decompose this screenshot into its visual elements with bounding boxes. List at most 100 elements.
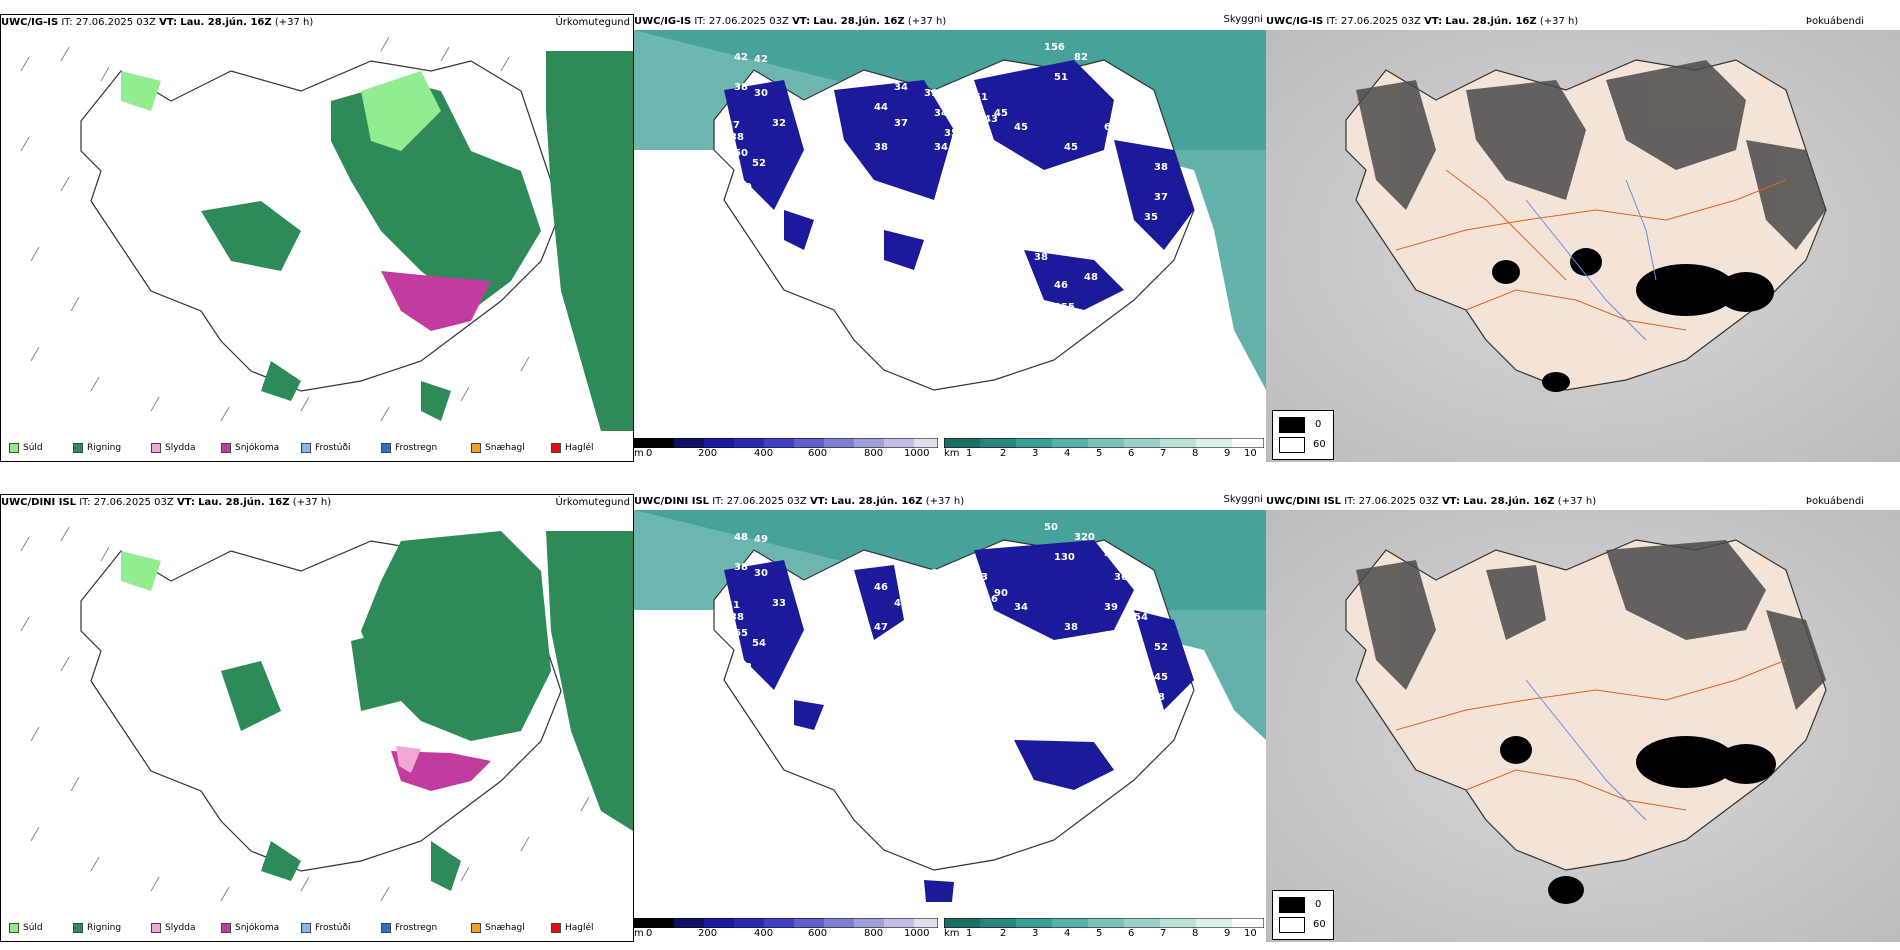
- cloud-base-label: 49: [894, 598, 908, 609]
- cloud-base-label: 30: [754, 568, 768, 579]
- legend-item: Frostregn: [381, 443, 437, 453]
- cloud-base-label: 130: [1054, 552, 1075, 563]
- visibility-colorbar: km 1 2 3 4 5 6 7 8 9 10: [944, 438, 1264, 460]
- precip-map: [20, 36, 633, 431]
- cloud-base-label: 43: [974, 572, 988, 583]
- cloud-base-label: 49: [738, 182, 752, 193]
- rain-west: [201, 201, 301, 271]
- cloud-base-label: 59: [1014, 222, 1028, 233]
- cloud-base-label: 44: [874, 102, 888, 113]
- cloud-base-label: 33: [772, 598, 786, 609]
- panel-title: Þokuábendi: [1805, 16, 1864, 27]
- legend-item: Snjókoma: [221, 443, 279, 453]
- cloud-base-label: 38: [730, 612, 744, 623]
- model-name: UWC/IG-IS: [1, 17, 59, 28]
- cloud-base-label: 188: [1144, 692, 1165, 703]
- iso-numbers-row1: 42 42383047383250524937204944373834393435…: [726, 42, 1168, 405]
- cloud-base-label: 255: [1054, 302, 1075, 313]
- cloud-base-label: 54: [934, 622, 948, 633]
- cloud-base-label: 156: [1044, 42, 1065, 53]
- precip-legend: Súld Rigning Slydda Snjókoma Frostúði Fr…: [1, 919, 633, 939]
- snow-area: [381, 271, 491, 331]
- panel-header: UWC/IG-IS IT: 27.06.2025 03Z VT: Lau. 28…: [1, 15, 633, 31]
- cloud-base-label: 42: [754, 54, 768, 65]
- cloud-base-label: 65: [734, 628, 748, 639]
- cloud-base-label: 54: [1134, 132, 1148, 143]
- cloud-base-label: 38: [1154, 162, 1168, 173]
- cloud-base-label: 45: [1064, 142, 1078, 153]
- cloud-base-label: 37: [1054, 222, 1068, 233]
- cloud-base-label: 47: [874, 622, 888, 633]
- cloud-base-label: 37: [764, 222, 778, 233]
- cloud-base-label: 55: [764, 702, 778, 713]
- cloud-base-label: 65: [1104, 122, 1118, 133]
- cloud-base-label: 52: [738, 662, 752, 673]
- cloud-base-label: 30: [754, 88, 768, 99]
- lead-time: (+37 h): [274, 17, 314, 28]
- cloud-base-label: 46: [874, 582, 888, 593]
- cloud-base-label: 45: [1154, 672, 1168, 683]
- cloud-base-label: 49: [864, 242, 878, 253]
- legend-item: Rigning: [73, 443, 121, 453]
- panel-header: UWC/DINI ISL IT: 27.06.2025 03Z VT: Lau.…: [1, 497, 630, 508]
- cloud-base-label: 90: [994, 588, 1008, 599]
- cloud-base-label: 50: [734, 148, 748, 159]
- cloud-base-label: 70: [944, 608, 958, 619]
- cloud-base-label: 34: [934, 142, 948, 153]
- cloud-base-label: 37: [1154, 192, 1168, 203]
- legend-item: Frostúði: [301, 443, 350, 453]
- panel-title: Skyggni: [1223, 14, 1263, 25]
- cloud-base-label: 38: [1064, 622, 1078, 633]
- valid-time-label: VT:: [159, 17, 178, 28]
- fog-index-panel-row2: UWC/DINI ISL IT: 27.06.2025 03Z VT: Lau.…: [1266, 494, 1900, 942]
- precip-type-panel-row1: UWC/IG-IS IT: 27.06.2025 03Z VT: Lau. 28…: [0, 14, 634, 462]
- drizzle-northwest: [121, 71, 161, 111]
- cloud-base-colorbar: m 0 200 400 600 800 1000: [634, 438, 938, 460]
- cloud-base-label: 62: [924, 568, 938, 579]
- cloud-base-label: 82: [1074, 52, 1088, 63]
- cloud-base-label: 38: [1034, 252, 1048, 263]
- cloud-base-label: 45: [1014, 122, 1028, 133]
- legend-item: Slydda: [151, 443, 195, 453]
- cloud-base-label: 57: [934, 588, 948, 599]
- cloud-base-label: 45: [864, 722, 878, 733]
- cloud-base-label: 41: [944, 162, 958, 173]
- cloud-base-label: 38: [734, 82, 748, 93]
- cloud-base-label: 47: [726, 120, 740, 131]
- panel-header: UWC/DINI ISL IT: 27.06.2025 03Z VT: Lau.…: [1266, 496, 1864, 507]
- iso-numbers-row2: 48 49383041383365545255424546494742625770…: [726, 522, 1168, 743]
- drizzle-area: [361, 71, 441, 151]
- cloud-base-label: 54: [1134, 612, 1148, 623]
- cloud-base-label: 51: [1054, 72, 1068, 83]
- fog-map: [1266, 510, 1900, 942]
- cloud-base-label: 37: [894, 118, 908, 129]
- cloud-base-label: 51: [974, 92, 988, 103]
- cloud-base-label: 42: [734, 52, 748, 63]
- cloud-base-label: 20: [794, 252, 808, 263]
- fog-legend: 0 60: [1272, 890, 1334, 940]
- cloud-base-label: 35: [1104, 548, 1118, 559]
- cloud-base-label: 44: [964, 692, 978, 703]
- legend-item: Haglél: [551, 443, 594, 453]
- valid-time: Lau. 28.jún. 16Z: [180, 17, 272, 28]
- legend-item: Súld: [9, 443, 43, 453]
- cloud-base-label: 49: [754, 534, 768, 545]
- precip-legend: Súld Rigning Slydda Snjókoma Frostúði Fr…: [1, 439, 633, 459]
- fog-legend: 0 60: [1272, 410, 1334, 460]
- cloud-base-label: 42: [894, 562, 908, 573]
- fog-map: [1266, 30, 1900, 462]
- cloud-base-label: 56: [1104, 68, 1118, 79]
- cloud-base-label: 36: [1114, 572, 1128, 583]
- cloud-base-label: 52: [752, 158, 766, 169]
- cloud-base-label: 54: [752, 638, 766, 649]
- cloud-base-label: 34: [894, 82, 908, 93]
- cloud-base-label: 48: [734, 532, 748, 543]
- visibility-map: 48 49383041383365545255424546494742625770…: [634, 510, 1266, 902]
- cloud-base-label: 32: [772, 118, 786, 129]
- cloud-base-label: 41: [726, 600, 740, 611]
- panel-header: UWC/DINI ISL IT: 27.06.2025 03Z VT: Lau.…: [634, 494, 1263, 507]
- cloud-base-label: 320: [1074, 532, 1095, 543]
- panel-title: Úrkomutegund: [555, 17, 630, 28]
- cloud-base-label: 38: [874, 142, 888, 153]
- init-time: IT: 27.06.2025 03Z: [61, 17, 156, 28]
